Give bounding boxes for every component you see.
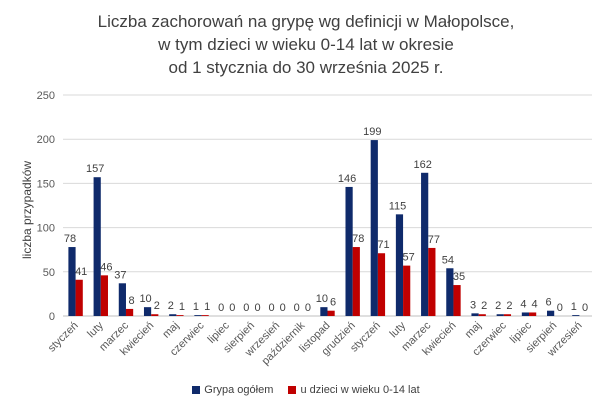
bar-children [100, 275, 108, 316]
data-label-total: 4 [520, 298, 526, 310]
bar-total [395, 214, 404, 316]
data-label-total: 0 [218, 302, 224, 314]
x-tick-label: maj [463, 320, 484, 341]
data-label-children: 8 [129, 295, 135, 307]
data-label-children: 2 [506, 300, 512, 312]
data-label-children: 46 [100, 261, 112, 273]
data-label-total: 0 [294, 302, 300, 314]
bar-total [68, 247, 76, 316]
data-label-children: 0 [229, 302, 235, 314]
bar-total [446, 268, 454, 316]
data-label-total: 2 [168, 300, 174, 312]
bar-children [75, 279, 83, 316]
bar-total [194, 315, 202, 316]
y-tick-label: 0 [49, 311, 55, 323]
chart-title-line-3: od 1 stycznia do 30 września 2025 r. [168, 58, 444, 77]
data-label-total: 0 [268, 302, 274, 314]
data-label-children: 0 [557, 302, 563, 314]
x-tick-label: styczeń [46, 320, 81, 355]
x-tick-label: maj [160, 320, 181, 341]
legend-swatch-total [192, 386, 201, 394]
data-label-children: 2 [154, 300, 160, 312]
data-label-children: 78 [352, 233, 364, 245]
bar-total [93, 177, 101, 316]
bar-total [547, 310, 555, 316]
bar-children [176, 315, 184, 316]
x-tick-label: luty [388, 319, 409, 340]
data-label-children: 1 [179, 301, 185, 313]
bar-total [169, 314, 177, 316]
data-label-total: 10 [139, 293, 151, 305]
data-label-total: 54 [442, 254, 454, 266]
legend-label-total: Grypa ogółem [204, 384, 274, 396]
data-label-total: 162 [413, 159, 431, 171]
bar-children [201, 315, 209, 316]
bar-children [151, 314, 159, 316]
data-label-total: 157 [86, 163, 104, 175]
bar-children [503, 314, 512, 316]
data-label-children: 0 [254, 302, 260, 314]
data-label-total: 2 [495, 300, 501, 312]
legend-label-children: u dzieci w wieku 0-14 lat [300, 384, 420, 396]
bar-children [529, 312, 537, 316]
legend-item-total: Grypa ogółem [192, 384, 273, 396]
y-tick-label: 100 [37, 223, 55, 235]
data-label-children: 35 [453, 271, 465, 283]
legend: Grypa ogółem u dzieci w wieku 0-14 lat [0, 384, 612, 397]
data-label-children: 4 [532, 298, 538, 310]
bar-children [327, 310, 335, 316]
x-tick-label: luty [85, 319, 106, 340]
bar-children [453, 285, 461, 316]
data-label-total: 10 [316, 293, 328, 305]
legend-item-children: u dzieci w wieku 0-14 lat [288, 384, 420, 396]
data-label-children: 57 [403, 252, 415, 264]
data-label-total: 199 [363, 126, 381, 138]
bar-total [320, 307, 328, 316]
data-label-children: 71 [377, 239, 389, 251]
bar-children [352, 247, 360, 316]
data-label-children: 0 [280, 302, 286, 314]
bar-total [370, 140, 378, 316]
data-label-total: 1 [193, 301, 199, 313]
bar-children [428, 247, 436, 316]
bar-children [377, 253, 386, 316]
data-label-total: 146 [338, 173, 356, 185]
y-tick-label: 50 [43, 267, 55, 279]
y-axis-label: liczba przypadków [20, 161, 34, 259]
data-label-total: 1 [571, 301, 577, 313]
data-label-total: 3 [470, 299, 476, 311]
bar-total [421, 172, 429, 316]
data-label-children: 1 [204, 301, 210, 313]
data-label-children: 2 [481, 300, 487, 312]
chart-title-line-2: w tym dzieci w wieku 0-14 lat w okresie [158, 35, 454, 54]
bar-children [478, 314, 486, 316]
data-label-children: 0 [582, 302, 588, 314]
bar-total [572, 315, 580, 316]
y-tick-label: 150 [37, 178, 55, 190]
bar-children [125, 308, 134, 316]
data-label-children: 77 [428, 234, 440, 246]
data-label-total: 6 [546, 297, 552, 309]
bar-total [496, 314, 504, 316]
data-label-total: 115 [389, 200, 407, 212]
chart-title-line-1: Liczba zachorowań na grypę wg definicji … [97, 12, 515, 31]
y-tick-label: 200 [37, 134, 55, 146]
chart-title: Liczba zachorowań na grypę wg definicji … [0, 10, 612, 79]
data-label-total: 78 [64, 233, 76, 245]
data-label-total: 37 [114, 269, 126, 281]
legend-swatch-children [288, 386, 297, 394]
bar-children [403, 265, 411, 316]
bar-total [118, 283, 126, 316]
data-label-children: 6 [330, 297, 336, 309]
data-label-children: 0 [305, 302, 311, 314]
data-label-children: 41 [75, 266, 87, 278]
bar-total [345, 186, 353, 316]
data-label-total: 0 [243, 302, 249, 314]
bar-total [471, 313, 479, 316]
bar-total [143, 307, 152, 316]
y-tick-label: 250 [37, 90, 55, 102]
bar-total [521, 312, 530, 316]
